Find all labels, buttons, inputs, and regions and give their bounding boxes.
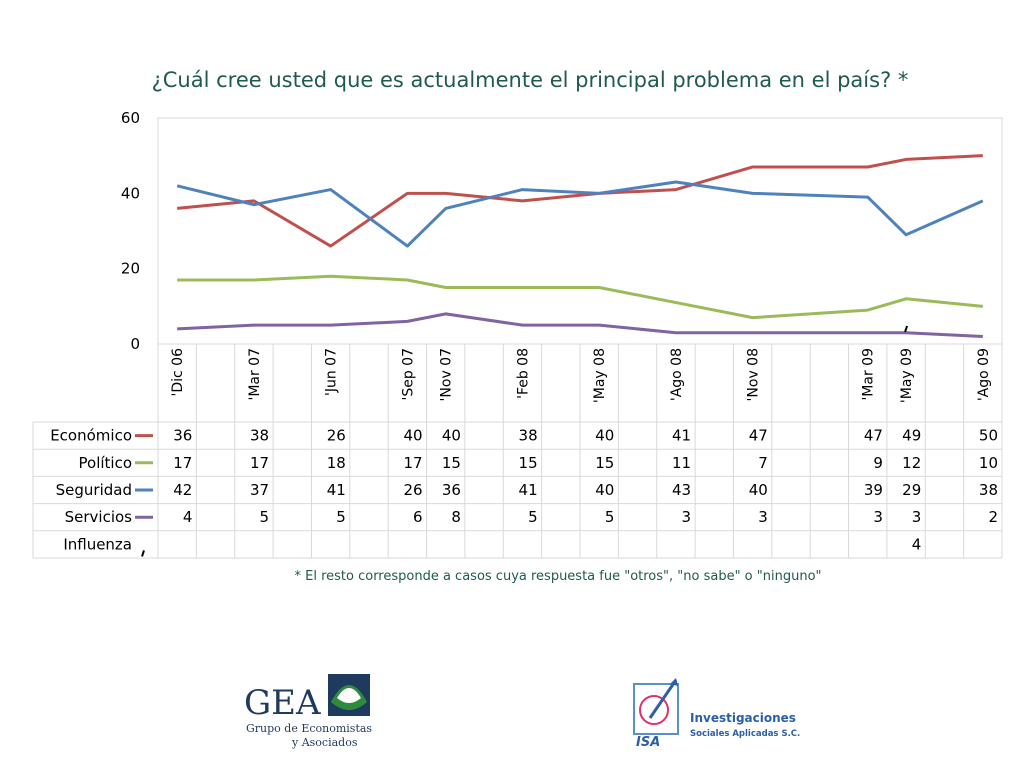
series-lines — [176, 154, 984, 338]
table-cell: 5 — [605, 508, 615, 526]
table-cell: 10 — [979, 454, 998, 472]
table-cell: 12 — [902, 454, 921, 472]
chart-title: ¿Cuál cree usted que es actualmente el p… — [151, 68, 909, 92]
y-axis: 0 20 40 60 — [121, 109, 140, 353]
row-label: Servicios — [65, 508, 133, 526]
x-category-label: 'Nov 08 — [746, 348, 762, 401]
x-category-label: 'Nov 07 — [439, 348, 455, 401]
table-cell: 3 — [682, 508, 692, 526]
chart-frame — [32, 117, 1003, 559]
y-tick-label: 20 — [121, 260, 140, 278]
series-marker-influenza — [904, 325, 909, 333]
gea-logo-line2: y Asociados — [291, 736, 358, 749]
table-cell: 11 — [672, 454, 691, 472]
table-cell: 3 — [912, 508, 922, 526]
y-tick-label: 60 — [121, 109, 140, 127]
table-cell: 15 — [595, 454, 614, 472]
chart-table-svg: 0 20 40 60 'Dic 06 'Mar 07 'Jun 07 'Sep 07 'Nov… — [32, 109, 1003, 559]
x-category-label: 'Ago 08 — [669, 348, 685, 401]
table-cell: 8 — [451, 508, 461, 526]
table-cell: 50 — [979, 427, 998, 445]
x-category-label: 'Ago 09 — [976, 348, 992, 401]
x-category-label: 'Jun 07 — [324, 348, 340, 396]
table-cell: 37 — [250, 481, 269, 499]
gea-logo-text: GEA — [244, 683, 321, 723]
table-cell: 36 — [442, 481, 461, 499]
gea-logo-line1: Grupo de Economistas — [246, 722, 372, 735]
table-cell: 47 — [864, 427, 883, 445]
data-table: 'Dic 06 'Mar 07 'Jun 07 'Sep 07 'Nov 07 'Feb … — [50, 348, 998, 557]
table-cell: 15 — [519, 454, 538, 472]
table-cell: 29 — [902, 481, 921, 499]
table-cell: 3 — [758, 508, 768, 526]
table-cell: 43 — [672, 481, 691, 499]
legend-key — [141, 550, 145, 557]
table-cell: 40 — [403, 427, 422, 445]
x-category-label: 'Mar 09 — [861, 348, 877, 401]
table-cell: 2 — [988, 508, 998, 526]
table-cell: 7 — [758, 454, 768, 472]
table-cell: 18 — [327, 454, 346, 472]
series-line-servicios — [177, 312, 983, 338]
gea-logo: GEA Grupo de Economistas y Asociados — [244, 674, 372, 749]
x-category-label: 'Mar 07 — [247, 348, 263, 401]
table-cell: 26 — [403, 481, 422, 499]
x-category-label: 'Dic 06 — [170, 348, 186, 397]
table-cell: 5 — [336, 508, 346, 526]
table-cell: 41 — [519, 481, 538, 499]
table-cell: 9 — [873, 454, 883, 472]
isa-logo-line2: Sociales Aplicadas S.C. — [690, 729, 800, 739]
table-cell: 38 — [250, 427, 269, 445]
isa-logo-line1: Investigaciones — [690, 711, 796, 725]
series-line-económico — [177, 154, 983, 248]
table-cell: 5 — [528, 508, 538, 526]
row-label: Seguridad — [56, 481, 132, 499]
x-category-label: 'May 08 — [592, 348, 608, 403]
table-cell: 17 — [250, 454, 269, 472]
table-cell: 4 — [912, 535, 922, 553]
x-category-label: 'May 09 — [899, 348, 915, 403]
table-cell: 42 — [173, 481, 192, 499]
series-line-seguridad — [176, 180, 984, 248]
x-category-label: 'Sep 07 — [400, 348, 416, 401]
table-cell: 5 — [260, 508, 270, 526]
table-cell: 38 — [979, 481, 998, 499]
table-cell: 40 — [442, 427, 461, 445]
plot-area — [157, 117, 1003, 345]
table-cell: 47 — [749, 427, 768, 445]
table-cell: 3 — [873, 508, 883, 526]
footnote: * El resto corresponde a casos cuya resp… — [294, 569, 822, 584]
table-cell: 6 — [413, 508, 423, 526]
row-label: Influenza — [63, 535, 132, 553]
table-cell: 26 — [327, 427, 346, 445]
table-cell: 38 — [519, 427, 538, 445]
y-tick-label: 40 — [121, 184, 140, 202]
x-category-label: 'Feb 08 — [515, 348, 531, 399]
isa-logo: ISA Investigaciones Sociales Aplicadas S… — [633, 678, 800, 750]
y-tick-label: 0 — [130, 335, 140, 353]
isa-logo-mark: ISA — [636, 735, 660, 750]
row-label: Económico — [50, 427, 132, 445]
table-cell: 40 — [595, 427, 614, 445]
table-cell: 39 — [864, 481, 883, 499]
table-cell: 17 — [403, 454, 422, 472]
series-line-político — [177, 274, 983, 320]
table-cell: 41 — [327, 481, 346, 499]
table-cell: 4 — [183, 508, 193, 526]
table-cell: 17 — [173, 454, 192, 472]
table-cell: 49 — [902, 427, 921, 445]
table-cell: 36 — [173, 427, 192, 445]
table-cell: 15 — [442, 454, 461, 472]
row-label: Político — [79, 454, 133, 472]
table-cell: 40 — [595, 481, 614, 499]
table-cell: 40 — [749, 481, 768, 499]
table-cell: 41 — [672, 427, 691, 445]
